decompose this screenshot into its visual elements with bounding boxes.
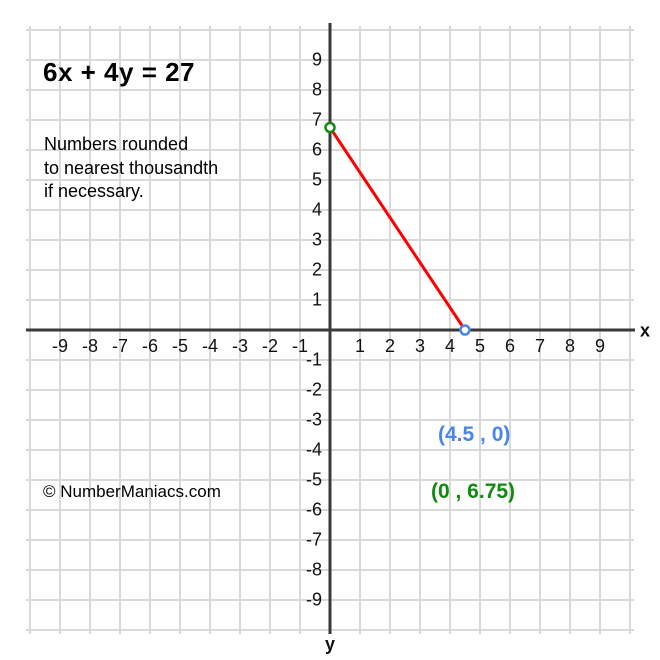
x-tick-label: -3	[231, 336, 249, 356]
y-tick-label: 9	[311, 49, 322, 70]
x-tick-label: -7	[111, 336, 129, 356]
y-tick-label: -2	[305, 379, 322, 400]
y-tick-label: -3	[305, 409, 322, 430]
rounding-note: Numbers rounded to nearest thousandth if…	[44, 133, 218, 204]
y-tick-label: 2	[311, 259, 322, 280]
copyright-text: © NumberManiacs.com	[43, 482, 221, 501]
y-tick-label: 8	[311, 79, 322, 100]
y-tick-label: -1	[305, 349, 322, 370]
x-intercept-label: (4.5 , 0)	[438, 423, 511, 446]
note-line-2: to nearest thousandth	[44, 157, 219, 178]
x-tick-label: 7	[534, 336, 546, 356]
y-tick-label: 1	[311, 289, 322, 310]
x-tick-label: 9	[594, 336, 606, 356]
y-intercept-label: (0 , 6.75)	[431, 480, 516, 503]
y-tick-label: -9	[305, 589, 322, 610]
y-tick-label: 4	[311, 199, 322, 220]
y-axis-letter: y	[324, 634, 336, 654]
x-tick-label: 5	[474, 336, 486, 356]
y-intercept-marker	[324, 121, 336, 134]
x-tick-label: 4	[444, 336, 456, 356]
equation-line	[328, 126, 467, 332]
x-tick-label: -9	[51, 336, 69, 356]
x-tick-label: -2	[261, 336, 279, 356]
x-axis-letter: x	[640, 320, 651, 341]
y-tick-label: -4	[305, 439, 322, 460]
x-tick-label: 2	[384, 336, 396, 356]
y-tick-label: -5	[305, 469, 322, 490]
y-tick-label: 5	[311, 169, 322, 190]
x-tick-label: -8	[81, 336, 99, 356]
y-tick-label: 3	[311, 229, 322, 250]
y-tick-label: 6	[311, 139, 322, 160]
x-intercept-marker	[459, 324, 471, 336]
note-line-1: Numbers rounded	[44, 134, 189, 154]
x-tick-label: 8	[564, 336, 576, 356]
x-tick-label: -4	[201, 336, 219, 356]
x-tick-label: -5	[171, 336, 189, 356]
x-tick-label: 6	[504, 336, 516, 356]
x-tick-label: -1	[291, 336, 309, 356]
y-tick-label: 7	[311, 109, 322, 130]
y-tick-label: -6	[305, 499, 322, 520]
y-tick-label: -8	[305, 559, 322, 580]
note-line-3: if necessary.	[44, 181, 144, 201]
x-tick-label: 1	[354, 336, 366, 356]
x-tick-label: -6	[141, 336, 159, 356]
y-tick-label: -7	[305, 529, 322, 550]
equation-title: 6x + 4y = 27	[43, 57, 196, 87]
x-tick-label: 3	[414, 336, 426, 356]
